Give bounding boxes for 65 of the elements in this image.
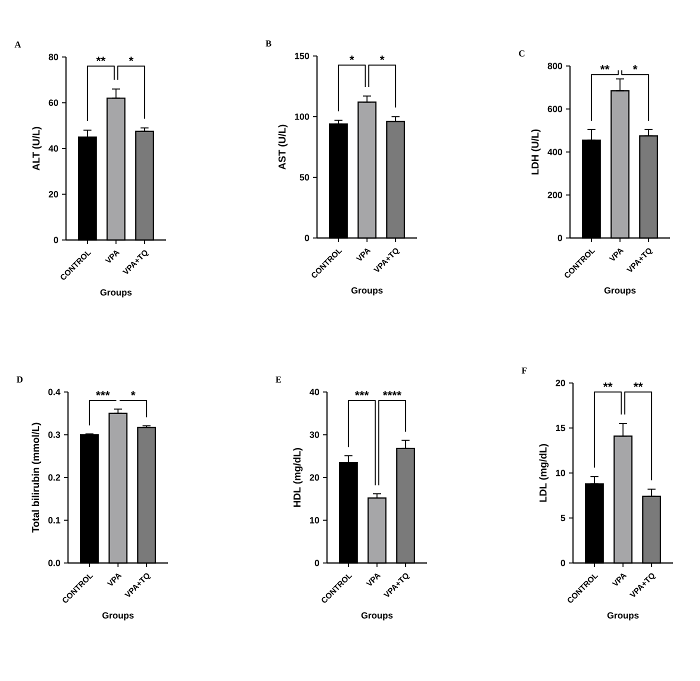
x-axis-title: Groups: [102, 612, 134, 620]
annotation: ***: [96, 391, 110, 396]
y-tick-label: 5: [560, 514, 566, 522]
annotation: *: [350, 56, 354, 60]
y-tick-label: 0.1: [48, 517, 60, 524]
y-tick-label: 30: [310, 432, 320, 438]
y-axis-title: LDH (U/L): [531, 129, 541, 174]
annotation: *: [632, 65, 638, 70]
chart-title: A: [14, 42, 21, 48]
x-tick-label: VPA: [104, 250, 120, 263]
y-tick-label: 100: [295, 113, 310, 120]
y-tick-label: 0.3: [48, 432, 60, 438]
y-tick-label: 0.2: [48, 474, 60, 481]
annotation: **: [634, 382, 643, 388]
x-tick-label: VPA: [356, 248, 371, 261]
y-tick-label: 20: [310, 474, 320, 481]
x-tick-label: VPA: [106, 574, 122, 586]
annotation: *: [130, 391, 136, 396]
chart-title: B: [266, 40, 272, 46]
y-tick-label: 0.4: [48, 388, 60, 396]
y-tick-label: 0: [558, 234, 562, 242]
chart-title: C: [518, 50, 524, 56]
chart-title: E: [276, 376, 282, 382]
x-axis-title: Groups: [607, 612, 639, 620]
y-tick-label: 800: [548, 62, 562, 70]
y-tick-label: 15: [556, 424, 566, 432]
y-tick-label: 0: [560, 560, 566, 566]
annotation: **: [603, 382, 613, 388]
y-tick-label: 40: [48, 145, 58, 152]
y-tick-label: 150: [295, 52, 310, 60]
y-axis-title: LDL (mg/dL): [539, 444, 549, 502]
y-axis-title: AST (U/L): [278, 124, 288, 170]
annotation: ****: [382, 391, 402, 396]
y-tick-label: 600: [548, 106, 562, 112]
chart-title: D: [16, 376, 23, 382]
y-tick-label: 0: [304, 234, 310, 242]
chart-title: F: [522, 368, 527, 374]
x-tick-label: VPA: [608, 248, 624, 261]
y-tick-label: 10: [310, 517, 320, 524]
y-tick-label: 0: [314, 560, 320, 566]
x-axis-title: Groups: [361, 612, 393, 620]
annotation: ***: [354, 391, 369, 396]
y-tick-label: 80: [48, 54, 58, 60]
annotation: *: [128, 56, 134, 62]
y-tick-label: 400: [548, 148, 562, 156]
y-axis-title: ALT (U/L): [32, 126, 42, 170]
y-tick-label: 10: [556, 470, 566, 476]
y-tick-label: 50: [300, 174, 310, 181]
y-tick-label: 60: [48, 100, 58, 106]
x-axis-title: Groups: [351, 287, 383, 296]
x-tick-label: VPA: [612, 574, 627, 586]
y-tick-label: 20: [556, 380, 566, 386]
annotation: **: [600, 65, 610, 70]
y-axis-title: Total bilirubin (mmol/L): [32, 422, 42, 533]
x-tick-label: VPA: [366, 574, 381, 586]
y-tick-label: 200: [548, 192, 562, 198]
x-axis-title: Groups: [100, 289, 132, 298]
y-tick-label: 20: [48, 191, 58, 198]
annotation: **: [96, 56, 106, 62]
annotation: *: [380, 56, 384, 60]
x-axis-title: Groups: [604, 287, 636, 296]
y-tick-label: 0.0: [48, 560, 60, 566]
y-tick-label: 0: [54, 236, 58, 244]
y-tick-label: 40: [310, 388, 320, 396]
y-axis-title: HDL (mg/dL): [293, 448, 303, 507]
